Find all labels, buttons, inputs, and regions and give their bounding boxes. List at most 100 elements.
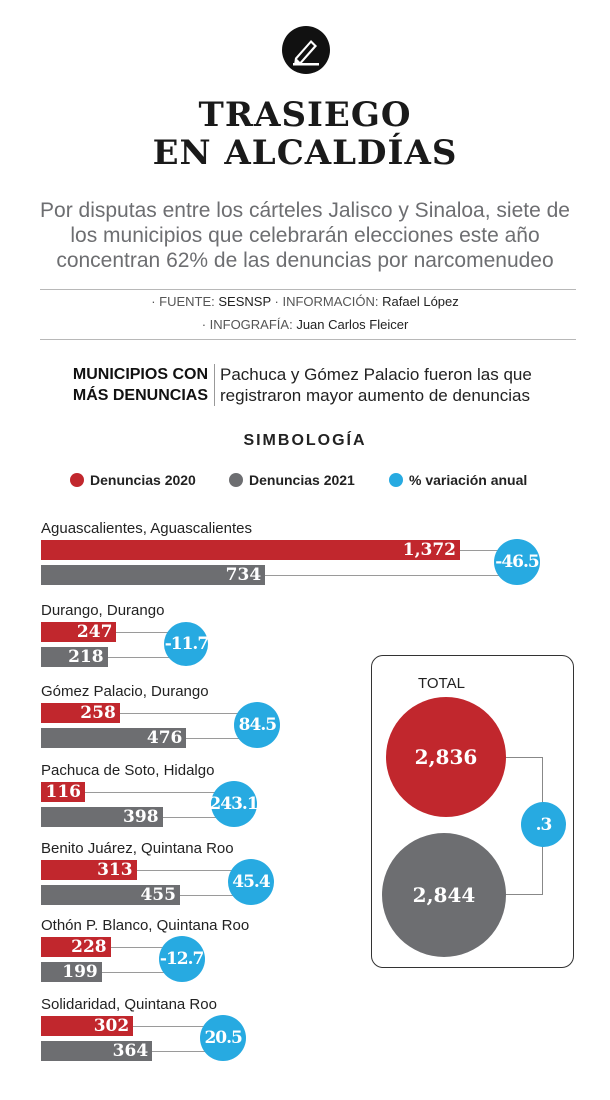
bar-2021 [41, 728, 187, 748]
bar-2020 [41, 703, 120, 723]
info-label: · INFORMACIÓN: [274, 294, 379, 309]
bar-label-2020: 258 [80, 703, 116, 723]
municipality-label: Othón P. Blanco, Quintana Roo [41, 917, 250, 934]
bar-label-2021: 218 [68, 647, 104, 667]
legend-item-2021: Denuncias 2021 [229, 472, 355, 488]
bar-label-2021: 455 [140, 885, 176, 905]
infografia-value: Juan Carlos Fleicer [296, 317, 409, 332]
section-description-line2: registraron mayor aumento de denuncias [220, 386, 530, 405]
infografia-label: · INFOGRAFÍA: [201, 317, 293, 332]
variation-bubble: -46.5 [494, 539, 540, 585]
bar-label-2020: 247 [76, 622, 113, 642]
leader-line-2021 [162, 817, 234, 818]
legend-dot-variation [389, 473, 403, 487]
fuente-value: SESNSP [218, 294, 271, 309]
section-label-line1: MUNICIPIOS CON [72, 366, 208, 383]
bar-2021 [41, 885, 180, 905]
fuente-label: · FUENTE: [151, 294, 215, 309]
variation-value: -12.7 [159, 949, 204, 969]
municipality-label: Durango, Durango [41, 602, 165, 619]
bar-label-2021: 398 [123, 807, 159, 827]
leader-line-2020 [136, 870, 251, 871]
variation-bubble: 243.1 [209, 781, 259, 827]
leader-line-2021 [265, 575, 517, 576]
page-title: TRASIEGO [198, 95, 412, 135]
leader-line-2020 [133, 1026, 224, 1027]
leader-line-2021 [101, 972, 182, 973]
leader-line-2021 [107, 657, 187, 658]
divider-top [40, 289, 576, 290]
variation-bubble: 84.5 [234, 702, 281, 748]
municipality-label: Aguascalientes, Aguascalientes [41, 520, 252, 537]
legend-dot-2020 [70, 473, 84, 487]
section-description-line1: Pachuca y Gómez Palacio fueron las que [220, 365, 532, 384]
total-2020-circle: 2,836 [386, 697, 506, 817]
total-2021-circle: 2,844 [382, 833, 506, 957]
municipality-label: Solidaridad, Quintana Roo [41, 996, 217, 1013]
bar-2021 [41, 807, 163, 827]
municipality-label: Benito Juárez, Quintana Roo [41, 840, 234, 857]
section-description: Pachuca y Gómez Palacio fueron las que r… [220, 364, 580, 406]
section-separator [214, 364, 215, 406]
bar-label-2020: 228 [71, 937, 107, 957]
bar-2021 [41, 565, 266, 585]
variation-bubble: 20.5 [200, 1015, 247, 1061]
pen-logo-icon [282, 26, 330, 74]
bar-label-2021: 199 [62, 962, 98, 982]
info-value: Rafael López [382, 294, 459, 309]
variation-value: 243.1 [209, 794, 258, 814]
legend-label-2021: Denuncias 2021 [249, 472, 355, 488]
bar-2021 [41, 647, 108, 667]
leader-line-2020 [85, 792, 234, 793]
legend-title: SIMBOLOGÍA [243, 432, 367, 449]
total-2021-value: 2,844 [412, 883, 476, 907]
legend-item-variation: % variación anual [389, 472, 527, 488]
legend-dot-2021 [229, 473, 243, 487]
bar-2020 [41, 540, 460, 560]
credits-line2: · INFOGRAFÍA: Juan Carlos Fleicer [0, 315, 610, 335]
bar-label-2020: 313 [97, 860, 133, 880]
variation-value: 20.5 [204, 1028, 242, 1048]
bar-2020 [41, 1016, 134, 1036]
bar-label-2021: 734 [225, 565, 262, 585]
variation-value: 84.5 [238, 715, 277, 735]
variation-value: -11.7 [164, 634, 209, 654]
bar-2020 [41, 937, 111, 957]
variation-value: 45.4 [232, 872, 270, 892]
leader-line-2020 [110, 947, 182, 948]
leader-line-2020 [116, 632, 187, 633]
variation-bubble: -12.7 [158, 936, 205, 982]
legend-label-variation: % variación anual [409, 472, 528, 488]
total-2020-value: 2,836 [414, 745, 478, 769]
bar-2020 [41, 622, 117, 642]
total-variation-bubble: .3 [521, 802, 566, 847]
credits-line1: · FUENTE: SESNSP · INFORMACIÓN: Rafael L… [0, 292, 610, 312]
bar-2021 [41, 1041, 153, 1061]
leader-line-2020 [119, 713, 258, 714]
municipality-label: Gómez Palacio, Durango [41, 683, 209, 700]
divider-bottom [40, 339, 576, 340]
bar-2020 [41, 782, 85, 802]
variation-bubble: 45.4 [227, 859, 274, 905]
legend-label-2020: Denuncias 2020 [90, 472, 196, 488]
bar-label-2020: 116 [45, 782, 82, 802]
bar-2021 [41, 962, 102, 982]
total-box [371, 655, 574, 968]
variation-value: -46.5 [495, 552, 539, 572]
section-label: MUNICIPIOS CON MÁS DENUNCIAS [40, 364, 208, 406]
leader-line-2021 [186, 738, 258, 739]
leader-line-2021 [179, 895, 251, 896]
page-subtitle: Por disputas entre los cárteles Jalisco … [40, 199, 570, 272]
bar-label-2021: 364 [112, 1041, 149, 1061]
bar-label-2020: 302 [93, 1016, 130, 1036]
municipality-label: Pachuca de Soto, Hidalgo [41, 762, 215, 779]
bar-2020 [41, 860, 137, 880]
page-title-line2: EN ALCALDÍAS [152, 133, 458, 173]
section-label-line2: MÁS DENUNCIAS [72, 387, 208, 404]
leader-line-2020 [460, 550, 517, 551]
leader-line-2021 [152, 1051, 224, 1052]
total-label: TOTAL [418, 675, 465, 692]
legend-item-2020: Denuncias 2020 [70, 472, 196, 488]
bar-label-2020: 1,372 [402, 540, 456, 560]
bar-label-2021: 476 [146, 728, 183, 748]
